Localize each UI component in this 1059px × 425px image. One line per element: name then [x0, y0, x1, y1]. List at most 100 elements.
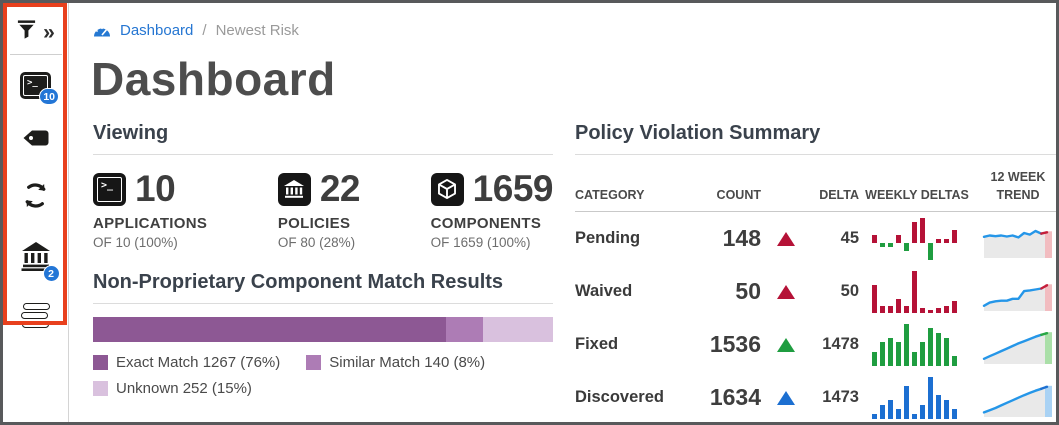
delta-bar: [936, 395, 941, 419]
trend-sparkline: [982, 229, 1052, 258]
delta-bar: [904, 323, 909, 366]
breadcrumb-separator: /: [202, 22, 207, 39]
stat-sublabel: OF 1659 (100%): [430, 235, 531, 250]
breadcrumb: Dashboard / Newest Risk: [93, 22, 1056, 39]
col-category: CATEGORY: [575, 188, 645, 203]
viewing-stat: 22 POLICIES OF 80 (28%): [277, 168, 361, 250]
policy-violation-section: Policy Violation Summary CATEGORY COUNT …: [575, 122, 1056, 422]
legend-swatch: [93, 355, 108, 370]
row-count: 50: [735, 278, 761, 305]
delta-bar: [920, 342, 925, 366]
violation-table-header: CATEGORY COUNT DELTA WEEKLY DELTAS 12 WE…: [575, 168, 1056, 213]
legend-item: Similar Match 140 (8%): [306, 354, 485, 371]
delta-bar: [904, 242, 909, 252]
match-results-heading: Non-Proprietary Component Match Results: [93, 271, 553, 304]
delta-bar: [936, 308, 941, 313]
delta-bar: [880, 305, 885, 313]
delta-bar: [896, 234, 901, 243]
delta-bar: [912, 351, 917, 366]
main-content: Dashboard / Newest Risk Dashboard Viewin…: [69, 3, 1056, 422]
sidebar-item-refresh[interactable]: [19, 179, 52, 217]
stat-label: COMPONENTS: [430, 215, 542, 232]
viewing-heading: Viewing: [93, 122, 553, 155]
viewing-section: Viewing >_ 10 APPLICATIONS OF 10 (100%) …: [93, 122, 553, 422]
sidebar-item-organizations[interactable]: 2: [20, 241, 60, 282]
delta-bar: [872, 284, 877, 313]
sidebar-item-success-metrics[interactable]: [21, 303, 50, 328]
breadcrumb-dashboard-link[interactable]: Dashboard: [120, 22, 194, 39]
col-weekly-deltas: WEEKLY DELTAS: [865, 188, 969, 203]
delta-up-triangle-icon: [777, 337, 795, 352]
row-delta: 1473: [767, 388, 859, 407]
stat-sublabel: OF 10 (100%): [93, 235, 178, 250]
delta-bar: [944, 337, 949, 366]
legend-swatch: [306, 355, 322, 370]
delta-bar: [896, 409, 901, 419]
col-12-week-trend: 12 WEEK TREND: [990, 170, 1046, 203]
legend-item: Unknown 252 (15%): [93, 380, 252, 397]
delta-bar: [952, 301, 957, 313]
match-results-bar: [93, 317, 553, 342]
viewing-stats: >_ 10 APPLICATIONS OF 10 (100%) 22 POLIC…: [93, 168, 553, 250]
legend-label: Unknown 252 (15%): [116, 380, 252, 397]
viewing-stat: 1659 COMPONENTS OF 1659 (100%): [430, 168, 554, 250]
refresh-icon: [19, 183, 52, 216]
violation-table-row[interactable]: Pending 148 45: [575, 212, 1056, 265]
trend-chart-wrap: [975, 271, 1056, 313]
delta-bar: [872, 351, 877, 366]
trend-chart-wrap: [975, 324, 1056, 366]
delta-value: 50: [840, 282, 859, 301]
delta-bar: [944, 238, 949, 243]
row-category: Pending: [575, 229, 641, 248]
levels-icon: [21, 303, 50, 328]
delta-bar: [872, 234, 877, 243]
violation-table-row[interactable]: Fixed 1536 1478: [575, 318, 1056, 371]
delta-bar: [944, 400, 949, 419]
trend-chart-wrap: [975, 218, 1056, 260]
delta-bar: [928, 242, 933, 260]
match-bar-segment: [446, 317, 484, 342]
delta-bar: [880, 342, 885, 366]
row-category: Waived: [575, 282, 633, 301]
expand-sidebar-icon[interactable]: »: [43, 20, 55, 44]
delta-up-triangle-icon: [777, 284, 795, 299]
delta-bar: [912, 270, 917, 313]
violation-table-row[interactable]: Waived 50 50: [575, 265, 1056, 318]
weekly-deltas-chart: [872, 323, 962, 367]
policy-violation-heading: Policy Violation Summary: [575, 122, 1056, 155]
row-count: 1536: [709, 331, 761, 358]
stat-value: 1659: [472, 168, 554, 209]
delta-bar: [904, 386, 909, 419]
breadcrumb-current: Newest Risk: [215, 22, 299, 39]
stat-label: POLICIES: [277, 215, 351, 232]
delta-bar: [888, 242, 893, 248]
delta-bar: [912, 221, 917, 243]
row-delta: 50: [767, 282, 859, 301]
row-delta: 45: [767, 229, 859, 248]
viewing-stat: >_ 10 APPLICATIONS OF 10 (100%): [93, 168, 207, 250]
sidebar-item-applications[interactable]: >_ 10: [20, 72, 59, 105]
violation-table-row[interactable]: Discovered 1634 1473: [575, 371, 1056, 422]
delta-bar: [928, 376, 933, 419]
legend-item: Exact Match 1267 (76%): [93, 354, 280, 371]
weekly-deltas-chart: [872, 217, 962, 261]
delta-bar: [936, 333, 941, 366]
delta-bar: [944, 305, 949, 313]
delta-bar: [928, 310, 933, 313]
filter-icon[interactable]: [16, 19, 37, 45]
delta-bar: [936, 238, 941, 243]
row-count: 148: [722, 225, 761, 252]
bank-icon: [277, 172, 311, 206]
delta-bar: [872, 414, 877, 419]
trend-chart-wrap: [975, 377, 1056, 419]
terminal-icon: >_: [93, 172, 126, 206]
row-delta: 1478: [767, 335, 859, 354]
sidebar-item-labels[interactable]: [22, 129, 50, 152]
weekly-deltas-chart: [872, 376, 962, 420]
delta-bar: [952, 409, 957, 419]
delta-bar: [920, 404, 925, 419]
delta-up-triangle-icon: [777, 231, 795, 246]
legend-swatch: [93, 381, 108, 396]
legend-label: Exact Match 1267 (76%): [116, 354, 281, 371]
page-title: Dashboard: [91, 53, 336, 105]
